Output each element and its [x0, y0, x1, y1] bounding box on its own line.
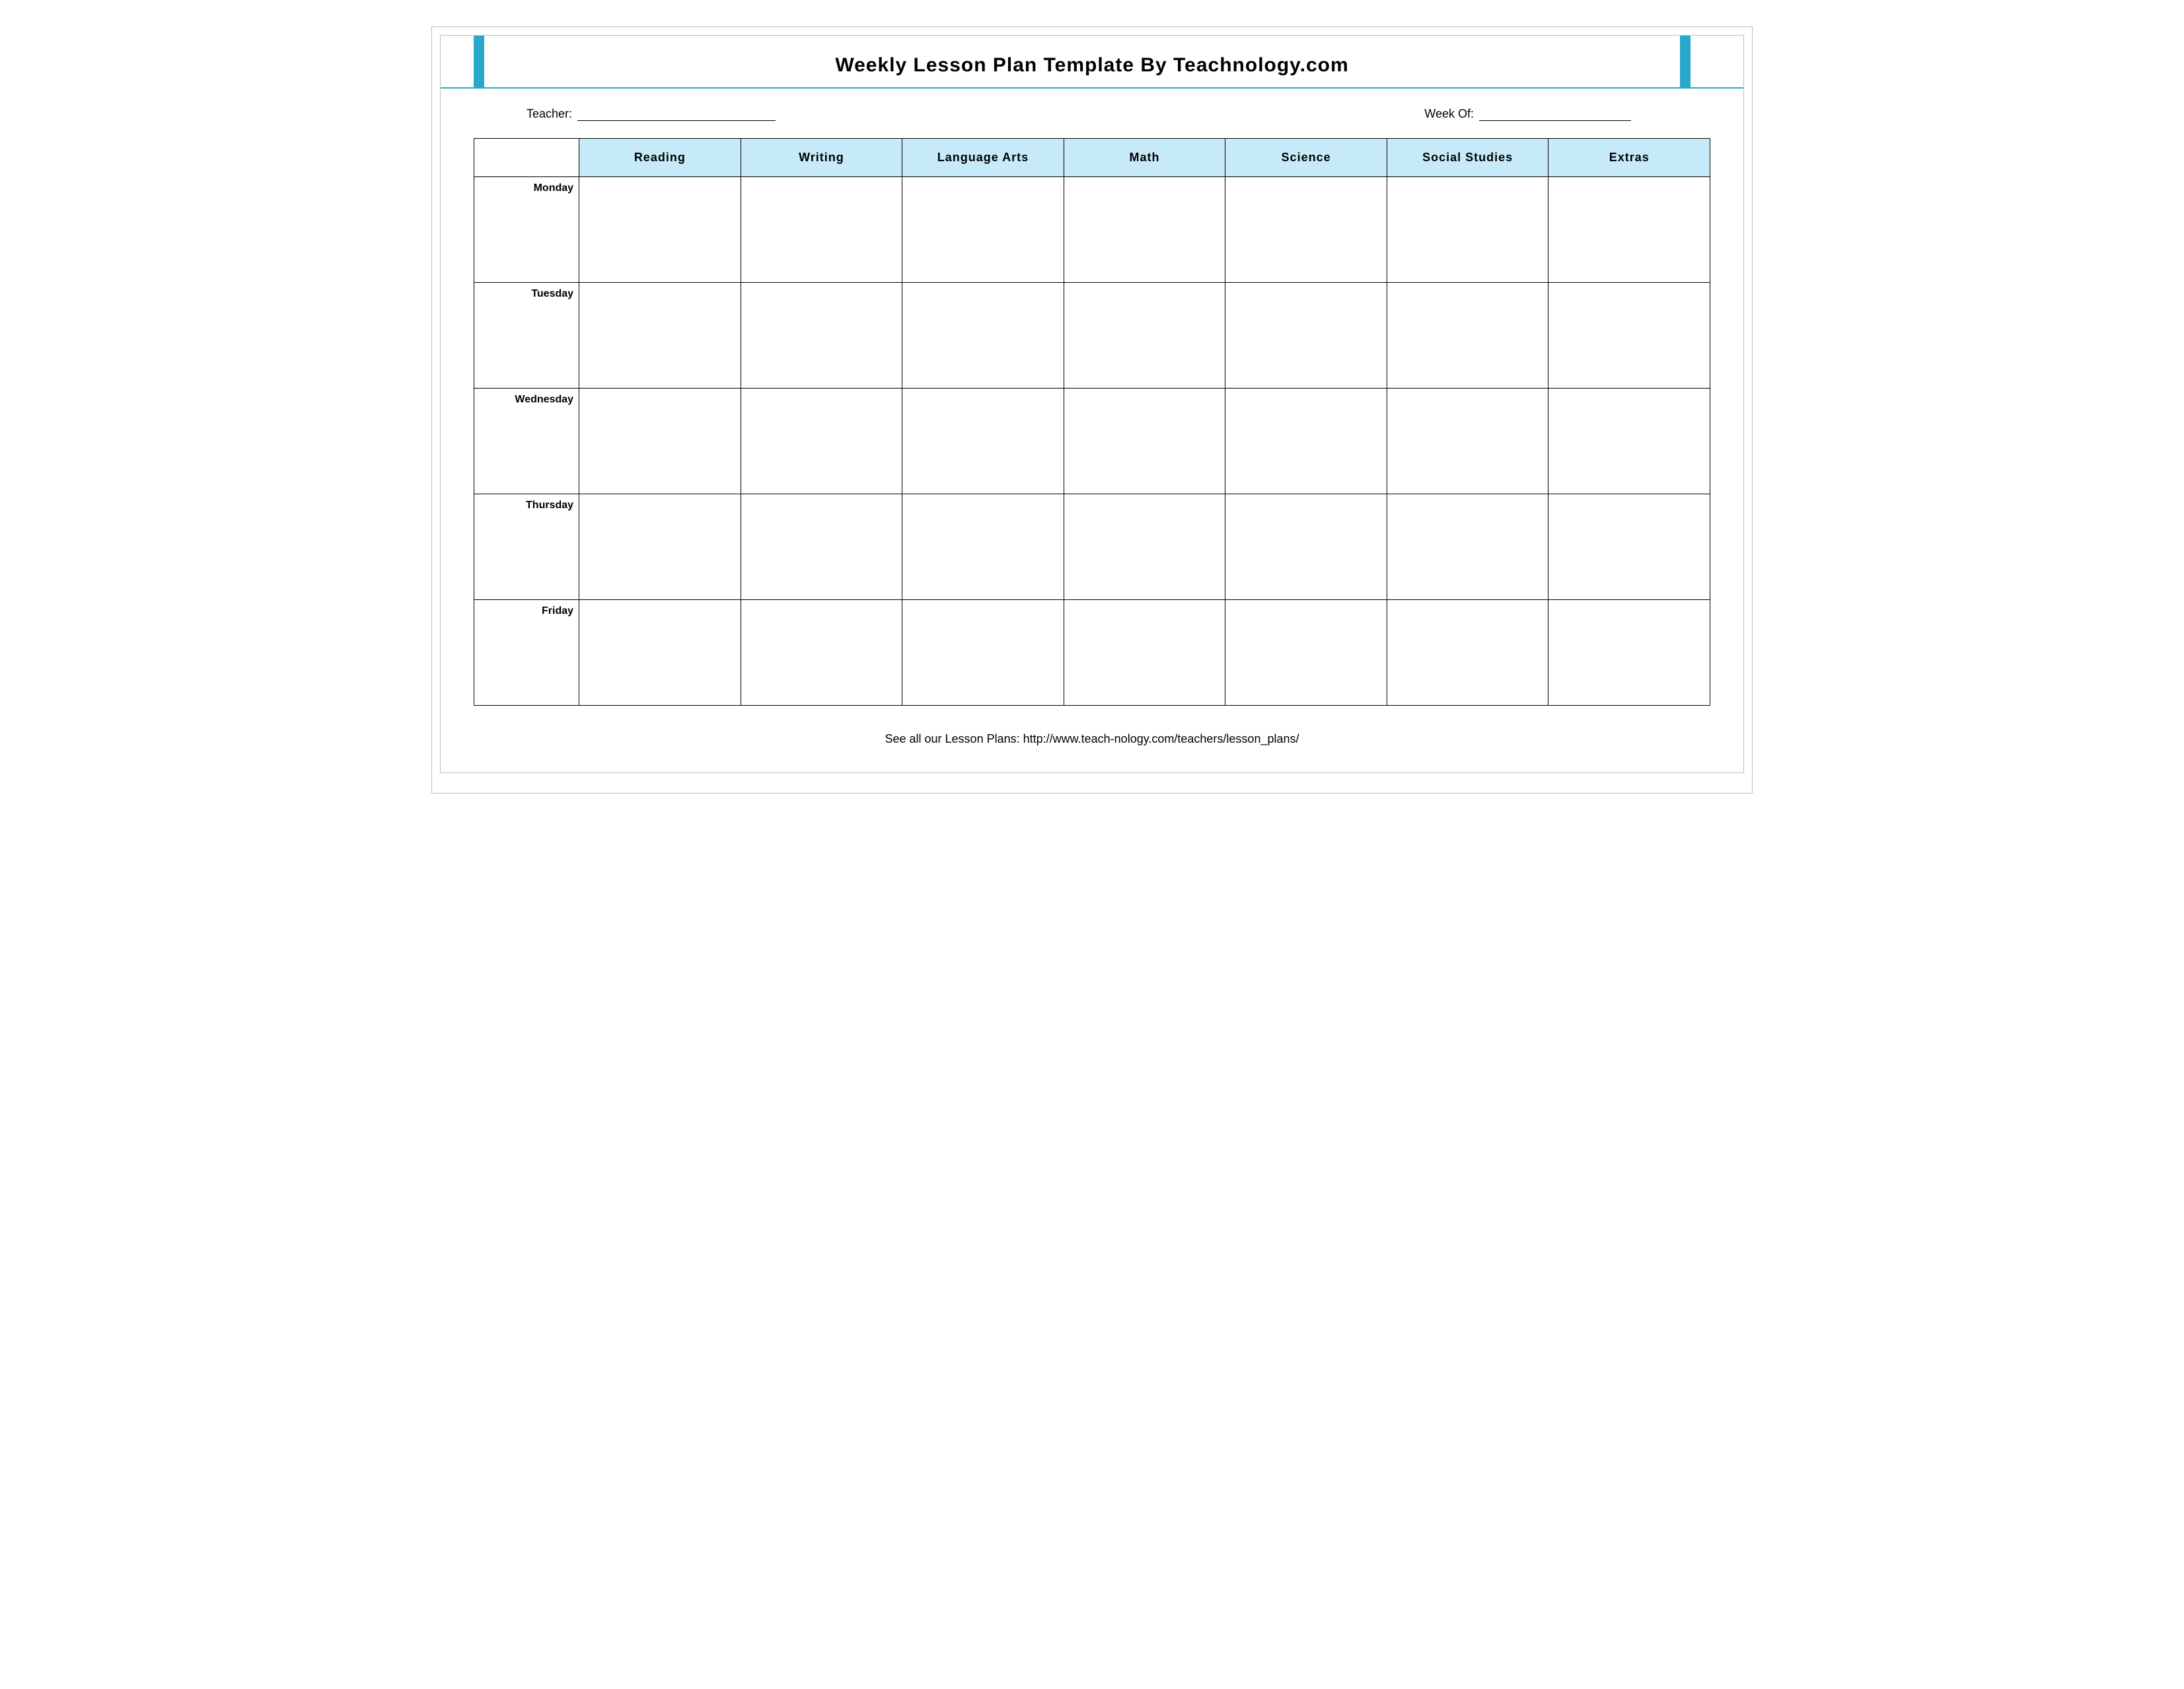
header-corner-cell	[474, 139, 579, 177]
col-header-reading: Reading	[579, 139, 741, 177]
col-header-writing: Writing	[741, 139, 902, 177]
title-bar: Weekly Lesson Plan Template By Teachnolo…	[441, 36, 1743, 89]
cell-thursday-language-arts	[902, 494, 1064, 600]
cell-friday-science	[1225, 600, 1387, 706]
cell-friday-extras	[1548, 600, 1710, 706]
page-inner-frame: Weekly Lesson Plan Template By Teachnolo…	[440, 35, 1744, 773]
cell-tuesday-writing	[741, 283, 902, 389]
cell-wednesday-language-arts	[902, 389, 1064, 494]
accent-bar-right	[1680, 36, 1691, 87]
cell-monday-reading	[579, 177, 741, 283]
col-header-language-arts: Language Arts	[902, 139, 1064, 177]
cell-thursday-science	[1225, 494, 1387, 600]
cell-wednesday-math	[1064, 389, 1225, 494]
day-label-thursday: Thursday	[474, 494, 579, 600]
page-title: Weekly Lesson Plan Template By Teachnolo…	[441, 54, 1743, 77]
col-header-extras: Extras	[1548, 139, 1710, 177]
row-monday: Monday	[474, 177, 1710, 283]
teacher-blank-line	[577, 109, 776, 121]
cell-monday-science	[1225, 177, 1387, 283]
day-label-wednesday: Wednesday	[474, 389, 579, 494]
week-blank-line	[1479, 109, 1631, 121]
cell-friday-language-arts	[902, 600, 1064, 706]
day-label-tuesday: Tuesday	[474, 283, 579, 389]
cell-thursday-reading	[579, 494, 741, 600]
cell-tuesday-language-arts	[902, 283, 1064, 389]
teacher-field: Teacher:	[527, 107, 776, 121]
cell-wednesday-reading	[579, 389, 741, 494]
accent-bar-left	[474, 36, 484, 87]
page-outer-frame: Weekly Lesson Plan Template By Teachnolo…	[431, 26, 1753, 794]
meta-row: Teacher: Week Of:	[441, 89, 1743, 138]
cell-monday-math	[1064, 177, 1225, 283]
cell-thursday-math	[1064, 494, 1225, 600]
col-header-social-studies: Social Studies	[1387, 139, 1548, 177]
lesson-grid-container: Reading Writing Language Arts Math Scien…	[441, 138, 1743, 706]
row-thursday: Thursday	[474, 494, 1710, 600]
cell-thursday-social-studies	[1387, 494, 1548, 600]
cell-monday-writing	[741, 177, 902, 283]
cell-tuesday-math	[1064, 283, 1225, 389]
cell-wednesday-extras	[1548, 389, 1710, 494]
col-header-math: Math	[1064, 139, 1225, 177]
day-label-friday: Friday	[474, 600, 579, 706]
cell-thursday-extras	[1548, 494, 1710, 600]
header-row: Reading Writing Language Arts Math Scien…	[474, 139, 1710, 177]
cell-wednesday-writing	[741, 389, 902, 494]
cell-monday-language-arts	[902, 177, 1064, 283]
cell-tuesday-reading	[579, 283, 741, 389]
row-friday: Friday	[474, 600, 1710, 706]
cell-friday-social-studies	[1387, 600, 1548, 706]
cell-friday-reading	[579, 600, 741, 706]
cell-thursday-writing	[741, 494, 902, 600]
week-field: Week Of:	[1424, 107, 1631, 121]
col-header-science: Science	[1225, 139, 1387, 177]
footer-note: See all our Lesson Plans: http://www.tea…	[441, 706, 1743, 746]
row-tuesday: Tuesday	[474, 283, 1710, 389]
cell-monday-social-studies	[1387, 177, 1548, 283]
cell-tuesday-science	[1225, 283, 1387, 389]
cell-friday-writing	[741, 600, 902, 706]
cell-wednesday-social-studies	[1387, 389, 1548, 494]
cell-monday-extras	[1548, 177, 1710, 283]
cell-tuesday-extras	[1548, 283, 1710, 389]
cell-tuesday-social-studies	[1387, 283, 1548, 389]
week-label: Week Of:	[1424, 107, 1474, 121]
row-wednesday: Wednesday	[474, 389, 1710, 494]
lesson-grid: Reading Writing Language Arts Math Scien…	[474, 138, 1710, 706]
day-label-monday: Monday	[474, 177, 579, 283]
cell-friday-math	[1064, 600, 1225, 706]
teacher-label: Teacher:	[527, 107, 572, 121]
cell-wednesday-science	[1225, 389, 1387, 494]
